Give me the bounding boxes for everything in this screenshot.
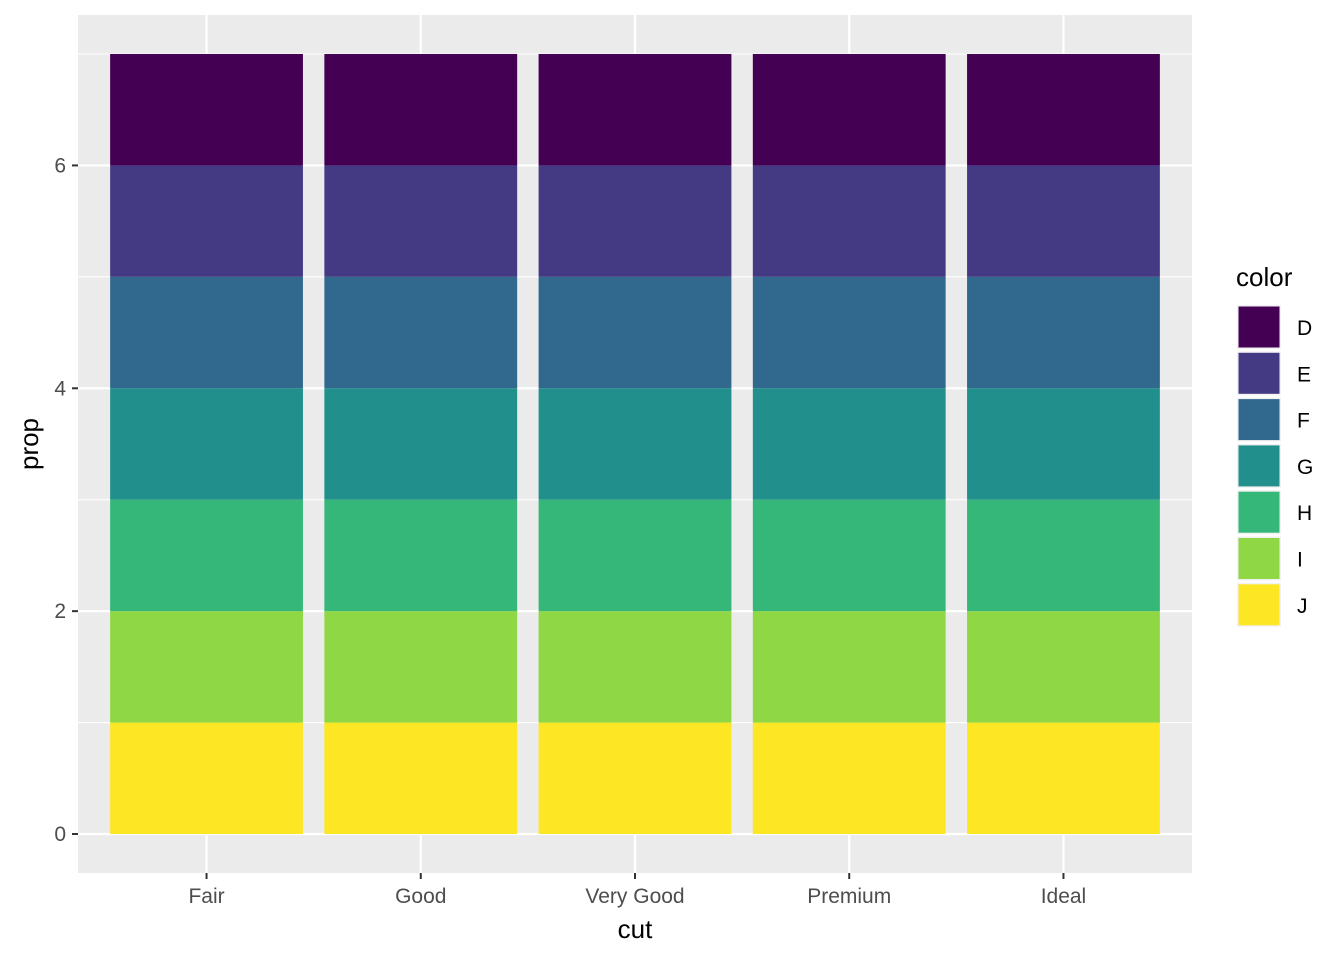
legend-swatch-E	[1238, 352, 1280, 394]
bar-segment-D-premium	[752, 54, 946, 166]
x-tick-label: Ideal	[1041, 885, 1087, 908]
legend-swatch-I	[1238, 538, 1280, 579]
bar-segment-E-ideal	[967, 165, 1160, 277]
x-tick-label: Premium	[807, 885, 891, 908]
bar-segment-G-good	[324, 388, 518, 500]
bar-segment-J-premium	[752, 722, 946, 834]
bar-segment-D-ideal	[967, 54, 1160, 166]
legend-swatch-F	[1238, 399, 1280, 441]
legend-swatch-D	[1238, 306, 1280, 348]
bar-segment-F-ideal	[967, 276, 1160, 389]
bar-segment-D-good	[324, 54, 518, 166]
y-tick-label: 0	[54, 823, 66, 846]
bar-segment-G-premium	[752, 388, 946, 500]
legend-label-F: F	[1297, 410, 1310, 433]
x-tick-label: Very Good	[585, 885, 684, 908]
legend-label-G: G	[1297, 456, 1313, 479]
bar-segment-D-very-good	[538, 54, 732, 166]
bar-segment-H-ideal	[967, 499, 1160, 612]
bars	[110, 54, 1160, 834]
legend-label-J: J	[1297, 595, 1308, 618]
x-axis-title: cut	[618, 914, 653, 944]
bar-segment-G-very-good	[538, 388, 732, 500]
legend-label-H: H	[1297, 502, 1312, 525]
bar-segment-J-good	[324, 722, 518, 834]
bar-segment-F-very-good	[538, 276, 732, 389]
bar-segment-G-ideal	[967, 388, 1160, 500]
y-axis: 0 2 4 6	[54, 154, 78, 846]
bar-segment-J-ideal	[967, 722, 1160, 834]
bar-segment-F-fair	[110, 276, 303, 389]
bar-segment-E-good	[324, 165, 518, 277]
bar-segment-E-fair	[110, 165, 303, 277]
y-tick-label: 6	[54, 154, 66, 177]
bar-segment-H-very-good	[538, 499, 732, 612]
bar-segment-I-good	[324, 611, 518, 723]
legend-swatch-J	[1238, 584, 1280, 626]
legend-title: color	[1236, 262, 1293, 292]
bar-segment-I-very-good	[538, 611, 732, 723]
bar-segment-H-good	[324, 499, 518, 612]
bar-segment-G-fair	[110, 388, 303, 500]
legend-label-I: I	[1297, 549, 1303, 572]
legend-label-E: E	[1297, 363, 1311, 386]
bar-segment-H-premium	[752, 499, 946, 612]
y-tick-label: 2	[54, 600, 66, 623]
x-axis: Fair Good Very Good Premium Ideal	[188, 873, 1086, 908]
x-tick-label: Good	[395, 885, 446, 908]
bar-segment-F-premium	[752, 276, 946, 389]
bar-segment-I-ideal	[967, 611, 1160, 723]
legend-swatch-G	[1238, 445, 1280, 487]
bar-segment-H-fair	[110, 499, 303, 612]
legend: color DE FGH IJ	[1236, 262, 1313, 627]
bar-segment-I-fair	[110, 611, 303, 723]
y-axis-title: prop	[14, 418, 44, 470]
x-tick-label: Fair	[188, 885, 224, 908]
y-tick-label: 4	[54, 377, 66, 400]
bar-segment-E-very-good	[538, 165, 732, 277]
bar-segment-F-good	[324, 276, 518, 389]
bar-segment-J-very-good	[538, 722, 732, 834]
bar-segment-I-premium	[752, 611, 946, 723]
bar-segment-J-fair	[110, 722, 303, 834]
bar-segment-E-premium	[752, 165, 946, 277]
legend-swatch-H	[1238, 491, 1280, 533]
bar-segment-D-fair	[110, 54, 303, 166]
legend-label-D: D	[1297, 317, 1312, 340]
